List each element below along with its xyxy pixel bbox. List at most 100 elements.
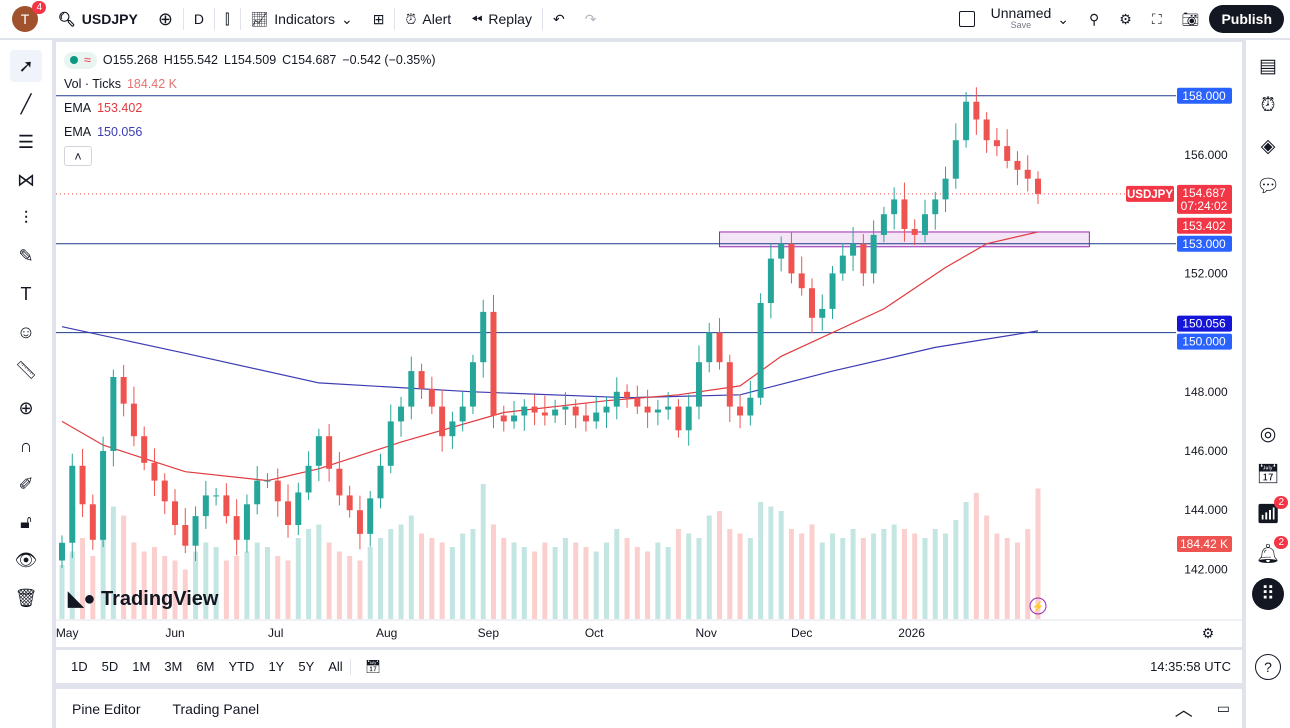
help-icon[interactable]: ? — [1255, 654, 1281, 680]
emoji-icon[interactable]: ☺ — [16, 321, 36, 342]
apps-grid-icon[interactable]: ⠿ — [1252, 578, 1284, 610]
interval-button[interactable]: D — [193, 11, 205, 27]
collapse-panel-chevron-icon[interactable]: ︿ — [1174, 699, 1193, 720]
volume-bar — [830, 533, 836, 619]
volume-bar — [901, 529, 907, 619]
candle-body — [952, 140, 959, 179]
tab-pine-editor[interactable]: Pine Editor — [72, 700, 141, 717]
candle-body — [295, 492, 302, 525]
range-1m[interactable]: 1M — [132, 659, 151, 674]
candle-body — [79, 465, 86, 505]
brush-icon[interactable]: ✎ — [18, 245, 34, 266]
alerts-clock-icon[interactable]: ⏰︎ — [1260, 95, 1276, 116]
volume-bar — [90, 556, 96, 619]
volume-bar — [768, 506, 774, 619]
price-tick-label: 142.000 — [1184, 562, 1228, 576]
candle-body — [921, 214, 928, 235]
pattern-icon[interactable]: ⋈ — [17, 169, 35, 190]
candle-body — [130, 403, 137, 437]
candle-body — [377, 465, 384, 499]
volume-bar — [244, 551, 250, 619]
chat-icon[interactable]: 💬︎ — [1255, 176, 1281, 197]
candle-body — [644, 406, 651, 413]
cursor-icon[interactable]: ➚ — [10, 50, 42, 82]
signals-icon[interactable]: 📶︎ 2 — [1252, 496, 1288, 530]
alert-button[interactable]: ⏰︎ Alert — [405, 10, 452, 28]
candle-body — [603, 406, 610, 413]
range-all[interactable]: All — [328, 659, 343, 674]
volume-bar — [932, 529, 938, 619]
magnet-icon[interactable]: ∩ — [19, 435, 33, 456]
volume-bar — [881, 529, 887, 619]
replay-button[interactable]: ⏪︎ Replay — [471, 10, 532, 28]
fullscreen-icon[interactable]: ⛶ — [1151, 10, 1162, 27]
zoom-in-icon[interactable]: ⊕ — [18, 397, 34, 418]
camera-snapshot-icon[interactable]: 📷︎ — [1181, 10, 1200, 27]
chevron-down-icon: ⌄ — [1057, 10, 1070, 27]
candle-body — [613, 391, 620, 407]
chart-type-candles-icon[interactable]: ⫿ — [225, 10, 230, 27]
volume-bar — [778, 511, 784, 619]
volume-bar — [583, 547, 589, 619]
volume-bar — [254, 542, 260, 619]
fib-retracement-icon[interactable]: ☰ — [17, 131, 35, 152]
speedometer-icon[interactable]: ◎ — [1259, 423, 1277, 445]
text-icon[interactable]: T — [20, 283, 32, 304]
price-chart[interactable]: 142.000 144.000 146.000 148.000 152.000 156.0… — [56, 42, 1242, 647]
goto-date-calendar-icon[interactable]: 📅︎ — [349, 658, 389, 675]
eye-icon[interactable]: 👁︎ — [14, 549, 38, 570]
symbol-search[interactable]: 🔍︎ USDJPY — [58, 10, 138, 28]
settings-gear-icon[interactable]: ⚙ — [1119, 10, 1132, 27]
ruler-icon[interactable]: 📏︎ — [14, 359, 38, 380]
divider — [239, 8, 241, 30]
pencil-lock-icon[interactable]: ✐ — [18, 473, 34, 494]
last-price-tag-text: 154.687 — [1182, 186, 1226, 200]
candle-body — [716, 332, 723, 363]
tab-trading-panel[interactable]: Trading Panel — [172, 700, 260, 717]
notifications-bell-icon[interactable]: 🔔︎ 2 — [1252, 536, 1288, 570]
indicators-button[interactable]: 📈︎ Indicators ⌄ — [250, 10, 353, 28]
publish-button[interactable]: Publish — [1209, 5, 1284, 33]
quick-search-icon[interactable]: ⚲ — [1089, 10, 1100, 27]
trend-line-icon[interactable]: ╱ — [20, 93, 32, 114]
candle-body — [778, 243, 785, 259]
candle-body — [408, 371, 415, 407]
alarm-clock-icon: ⏰︎ — [405, 10, 417, 27]
symbol-tag-text: USDJPY — [1127, 189, 1173, 201]
forecast-icon[interactable]: ⫶ — [23, 207, 29, 228]
range-1y[interactable]: 1Y — [268, 659, 285, 674]
rewind-icon: ⏪︎ — [471, 10, 483, 27]
candle-body — [1024, 169, 1031, 179]
volume-bar — [593, 551, 599, 619]
range-1d[interactable]: 1D — [71, 659, 88, 674]
level-158-tag — [1177, 87, 1232, 104]
lock-icon[interactable]: 🔓︎ — [20, 511, 32, 532]
range-5y[interactable]: 5Y — [298, 659, 315, 674]
candle-body — [223, 495, 230, 517]
redo-button[interactable]: ↷ — [584, 10, 597, 27]
volume-bar — [521, 547, 527, 619]
range-6m[interactable]: 6M — [196, 659, 215, 674]
market-status-pill[interactable]: ≈ — [64, 51, 97, 69]
ema-fast-tag-text: 153.402 — [1182, 219, 1226, 233]
range-3m[interactable]: 3M — [164, 659, 183, 674]
undo-button[interactable]: ↶ — [552, 10, 565, 27]
volume-bar — [994, 533, 1000, 619]
range-5d[interactable]: 5D — [101, 659, 119, 674]
calendar-icon[interactable]: 📅︎ — [1255, 464, 1281, 485]
volume-bar — [604, 542, 610, 619]
maximize-panel-icon[interactable]: ▭ — [1216, 700, 1230, 716]
trash-icon[interactable]: 🗑︎ — [14, 587, 38, 608]
layout-button[interactable]: Unnamed Save ⌄ — [949, 0, 1079, 39]
range-ytd[interactable]: YTD — [228, 659, 255, 674]
watchlist-icon[interactable]: ▤ — [1259, 55, 1277, 77]
layers-icon[interactable]: ◈ — [1260, 135, 1276, 157]
candle-body — [182, 525, 189, 546]
templates-grid-icon[interactable]: ⊞ — [372, 10, 385, 27]
compare-add-button[interactable]: ⊕ — [157, 8, 173, 29]
chart-pane[interactable]: 142.000 144.000 146.000 148.000 152.000 156.0… — [56, 42, 1242, 647]
utc-clock[interactable]: 14:35:58 UTC — [1150, 659, 1231, 674]
collapse-legend-button[interactable]: ˄ — [64, 146, 92, 166]
